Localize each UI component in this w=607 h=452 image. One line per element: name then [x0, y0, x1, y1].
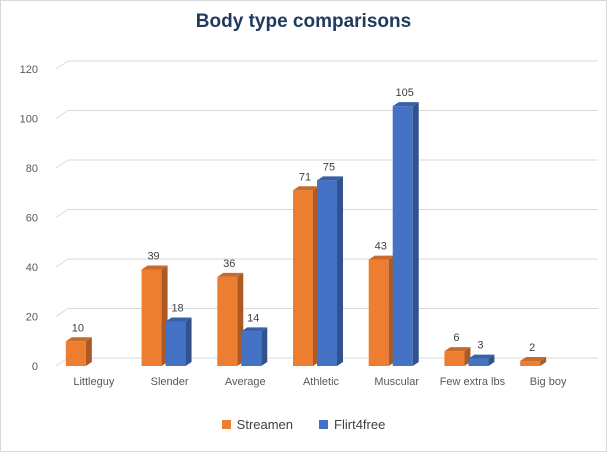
x-tick-label: Few extra lbs — [440, 376, 506, 388]
bar-front — [444, 351, 465, 366]
gridline-slant — [55, 110, 69, 119]
bar-1-1 — [165, 317, 192, 366]
x-tick-label: Littleguy — [73, 376, 114, 388]
y-tick-label: 100 — [20, 114, 38, 126]
legend-item-series-1: Flirt4free — [319, 417, 385, 432]
y-tick-label: 40 — [26, 262, 38, 274]
legend-swatch-series-0 — [221, 420, 231, 429]
x-tick-label: Muscular — [374, 376, 419, 388]
bar-1-5 — [468, 354, 495, 366]
bar-side — [412, 102, 419, 366]
bar-0-1 — [141, 265, 168, 366]
legend-label-series-0: Streamen — [236, 417, 294, 432]
x-tick-label: Slender — [151, 376, 189, 388]
data-label: 75 — [323, 161, 335, 173]
bar-0-0 — [65, 337, 92, 366]
legend-item-series-0: Streamen — [221, 417, 294, 432]
gridline-slant — [55, 209, 69, 218]
bar-front — [141, 269, 162, 366]
bar-1-3 — [317, 176, 343, 366]
data-label: 105 — [396, 87, 414, 99]
gridline-slant — [55, 258, 69, 268]
bar-front — [65, 341, 86, 366]
gridline-slant — [55, 159, 69, 169]
bar-top — [293, 186, 319, 191]
legend-swatch-series-1 — [319, 420, 329, 429]
bar-top — [392, 102, 419, 107]
data-label: 2 — [529, 342, 535, 354]
y-tick-label: 20 — [26, 312, 38, 324]
bar-side — [540, 357, 547, 366]
bar-top — [141, 265, 168, 270]
y-tick-label: 120 — [20, 64, 38, 76]
bar-front — [217, 276, 238, 366]
bar-top — [468, 354, 495, 359]
bar-side — [488, 354, 495, 366]
data-label: 36 — [223, 258, 235, 270]
bar-top — [368, 255, 395, 260]
bar-0-3 — [293, 186, 319, 366]
x-tick-label: Big boy — [530, 376, 567, 388]
bar-top — [217, 272, 244, 277]
bar-front — [368, 259, 389, 366]
y-tick-label: 80 — [26, 163, 38, 175]
bar-front — [165, 321, 186, 366]
bar-side — [85, 337, 92, 366]
bar-side — [337, 176, 343, 366]
data-label: 18 — [171, 302, 183, 314]
bar-front — [317, 180, 337, 366]
data-label: 71 — [299, 171, 311, 183]
bar-side — [185, 317, 192, 366]
bar-1-2 — [241, 327, 268, 366]
gridline-slant — [55, 308, 69, 317]
chart-legend: Streamen Flirt4free — [1, 417, 606, 432]
bar-0-6 — [520, 357, 547, 366]
bar-front — [520, 361, 541, 366]
bar-top — [165, 317, 192, 322]
bar-0-5 — [444, 347, 471, 366]
data-label: 10 — [72, 322, 84, 334]
data-label: 14 — [247, 312, 259, 324]
y-tick-label: 0 — [32, 361, 38, 373]
bar-1-4 — [392, 102, 419, 366]
gridline-slant — [55, 60, 69, 70]
bar-front — [293, 190, 313, 366]
x-tick-label: Athletic — [303, 376, 340, 388]
bar-top — [444, 347, 471, 352]
bar-top — [317, 176, 343, 181]
bar-0-2 — [217, 272, 244, 366]
y-tick-label: 60 — [26, 213, 38, 225]
x-tick-label: Average — [225, 376, 266, 388]
data-label: 43 — [375, 241, 387, 253]
bar-0-4 — [368, 255, 395, 366]
bar-top — [241, 327, 268, 332]
bar-front — [468, 358, 489, 366]
chart-title: Body type comparisons — [195, 11, 412, 32]
data-label: 3 — [477, 340, 483, 352]
data-label: 39 — [147, 250, 159, 262]
bar-top — [520, 357, 547, 362]
bar-top — [65, 337, 92, 342]
bar-front — [241, 331, 262, 366]
legend-label-series-1: Flirt4free — [334, 417, 386, 432]
bar-front — [392, 106, 413, 366]
bar-side — [261, 327, 268, 366]
data-label: 6 — [453, 332, 459, 344]
